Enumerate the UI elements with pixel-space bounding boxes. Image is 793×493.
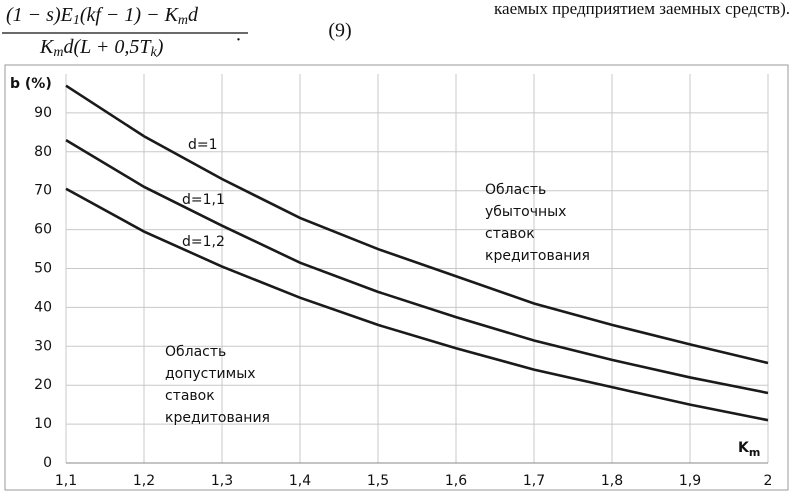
y-tick-label: 50 — [34, 261, 52, 277]
text-part: K — [39, 36, 55, 58]
annotation: кредитования — [165, 410, 270, 426]
annotation: ставок — [485, 226, 535, 242]
x-axis-label: Km — [738, 440, 760, 459]
annotation: убыточных — [485, 204, 566, 220]
line-series — [65, 187, 769, 422]
x-tick-label: 1,6 — [445, 473, 467, 489]
x-tick-label: 1,8 — [601, 473, 623, 489]
chart-frame — [4, 64, 789, 491]
x-tick-label: 1,9 — [679, 473, 701, 489]
annotation: кредитования — [485, 248, 590, 264]
formula-numerator: (1 − s)E1(kf − 1) − Kmd — [6, 4, 199, 29]
y-axis-label: b (%) — [10, 76, 52, 92]
equation-number: (9) — [328, 20, 351, 42]
annotation: допустимых — [165, 366, 256, 382]
annotation: Область — [165, 344, 226, 360]
x-tick-label: 1,3 — [211, 473, 233, 489]
side-text: каемых предприятием заемных средств). — [494, 0, 790, 18]
x-tick-label: 1,2 — [133, 473, 155, 489]
text-part: K — [738, 440, 750, 456]
y-tick-label: 80 — [34, 144, 52, 160]
formula-denominator: Kmd(L + 0,5Tk) — [39, 36, 164, 61]
x-tick-label: 1,4 — [289, 473, 311, 489]
subscript: m — [178, 13, 188, 28]
y-tick-label: 10 — [34, 416, 52, 432]
y-tick-label: 40 — [34, 299, 52, 315]
annotation: Область — [485, 182, 546, 198]
y-tick-label: 60 — [34, 222, 52, 238]
text-part: (1 − s)E — [6, 4, 73, 26]
subscript: 1 — [73, 13, 80, 28]
annotation: ставок — [165, 388, 215, 404]
text-part: d — [188, 4, 199, 26]
series-label: d=1,1 — [182, 192, 225, 208]
text-part: d(L + 0,5T — [63, 36, 152, 58]
subscript: m — [53, 45, 63, 60]
y-tick-label: 90 — [34, 105, 52, 121]
series-label: d=1,2 — [182, 234, 225, 250]
y-tick-label: 70 — [34, 183, 52, 199]
y-tick-label: 30 — [34, 338, 52, 354]
y-tick-label: 0 — [43, 455, 52, 471]
x-tick-label: 1,7 — [523, 473, 545, 489]
x-tick-label: 1,1 — [55, 473, 77, 489]
subscript: k — [151, 45, 158, 60]
line-series — [65, 84, 769, 365]
y-tick-label: 20 — [34, 377, 52, 393]
x-tick-label: 1,5 — [367, 473, 389, 489]
subscript: m — [749, 446, 760, 459]
series-label: d=1 — [188, 137, 218, 153]
formula-period: . — [236, 24, 241, 46]
text-part: (kf − 1) − K — [80, 4, 180, 26]
line-series — [65, 139, 769, 395]
x-tick-label: 2 — [764, 473, 773, 489]
text-part: ) — [156, 36, 164, 58]
